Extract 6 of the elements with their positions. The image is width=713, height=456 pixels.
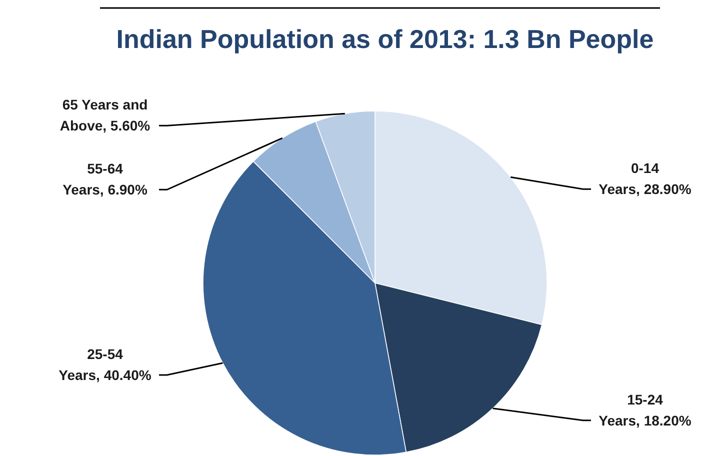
slice-label: 15-24 Years, 18.20% bbox=[598, 391, 692, 428]
slice-label: 0-14 Years, 28.90% bbox=[598, 160, 692, 198]
slice-label: 65 Years and Above, 5.60% bbox=[60, 96, 151, 134]
slice-label: 55-64 Years, 6.90% bbox=[62, 160, 148, 198]
chart-title: Indian Population as of 2013: 1.3 Bn People bbox=[116, 24, 654, 54]
slice-label: 25-54 Years, 40.40% bbox=[58, 346, 152, 384]
